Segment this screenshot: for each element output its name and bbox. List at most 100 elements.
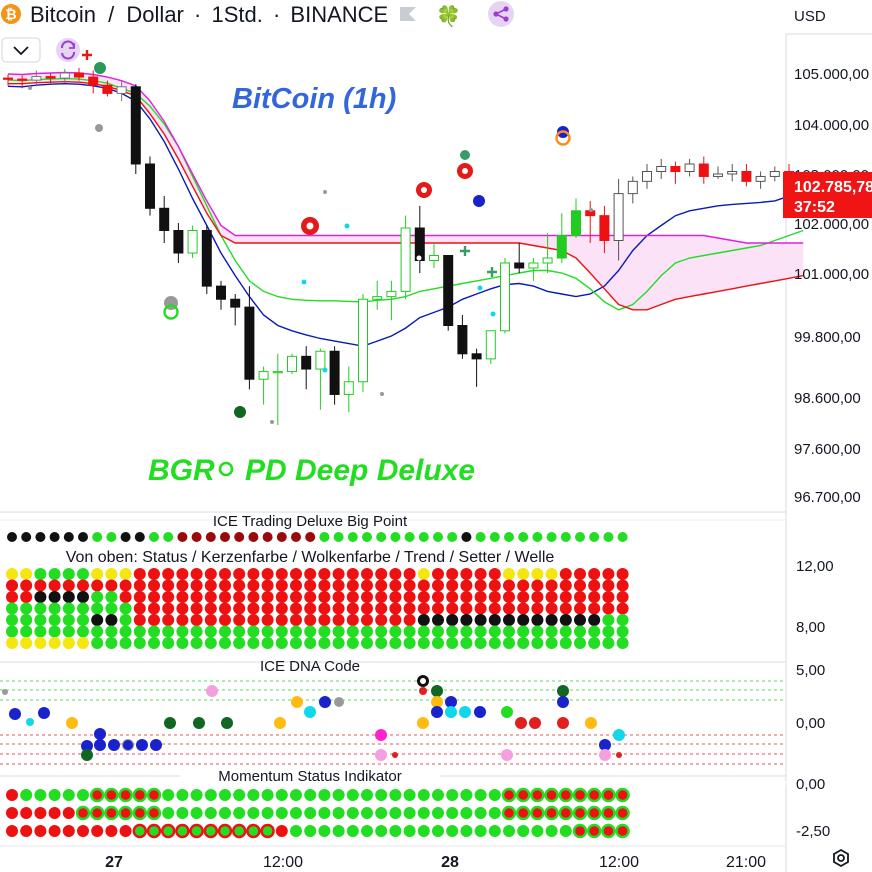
momentum-dot [558,787,573,803]
dna-dot [66,717,78,729]
gear-icon[interactable] [833,848,849,868]
big-point-dot [447,532,458,542]
share-icon[interactable] [488,1,514,27]
candle [372,280,383,310]
status-dot [602,637,615,649]
status-dot [389,637,402,649]
status-dot [20,625,33,638]
status-dot [517,568,530,580]
status-dot [176,625,189,638]
plus-marker [82,50,92,60]
candle [74,67,84,81]
big-point-dot [347,532,358,542]
signal-dot [234,406,246,418]
status-dot [148,637,160,649]
symbol-title[interactable]: Bitcoin / Dollar · 1Std. · BINANCE [30,2,388,27]
candle [116,80,127,102]
status-dot [588,614,601,626]
candle-body [684,163,695,172]
candle-body [116,86,127,94]
momentum-dot [615,787,630,803]
candle-body [656,166,667,172]
price-tick-label: 96.700,00 [794,489,861,506]
candle [201,225,212,294]
status-dot [517,602,530,615]
status-dot [162,614,175,626]
candle-body [386,290,397,298]
big-point-dot [191,532,202,542]
status-dot [361,591,373,603]
status-dot [403,602,416,615]
status-dot [219,579,231,592]
big-point-dot [49,532,60,542]
momentum-dot [318,789,331,801]
candle-body [173,230,184,254]
currency-label[interactable]: USD [794,8,826,25]
status-dot [190,625,203,638]
status-dot [460,602,473,615]
momentum-dot [48,789,61,801]
momentum-dot [432,789,444,801]
status-dot [290,579,302,592]
momentum-dot [375,789,388,801]
momentum-dot [332,825,345,837]
status-dot [460,637,473,649]
momentum-dot [89,805,105,821]
status-dot [20,602,33,615]
big-point-dot [63,532,74,542]
status-dot [162,568,175,580]
momentum-dot [77,825,89,837]
status-dot [417,625,430,638]
big-point-dot [603,532,614,542]
status-dot [162,637,175,649]
signal-dot [28,86,32,90]
momentum-dot [20,825,33,837]
status-dot [219,568,231,580]
status-dot [275,625,288,638]
plus-marker [487,267,497,277]
status-dot [503,591,515,603]
candle-body [514,262,525,269]
status-dot [531,591,544,603]
status-dot [403,637,416,649]
momentum-dot [233,789,246,801]
status-dot [190,614,203,626]
status-dot [62,568,75,580]
status-dot [488,591,501,603]
status-dot [48,614,61,626]
status-dot [417,614,430,626]
momentum-dot [346,825,359,837]
momentum-dot [104,787,119,803]
candle [386,280,397,321]
candle-body [571,210,581,236]
flag-icon[interactable] [400,7,416,21]
momentum-dot [132,805,148,821]
big-point-dot [546,532,557,542]
candle [627,176,638,204]
signal-dot [473,195,485,207]
time-axis[interactable]: 27 12:00 28 12:00 21:00 [105,854,766,871]
momentum-dot [304,789,317,801]
status-dot [446,591,459,603]
status-dot [346,602,359,615]
momentum-dot [403,789,416,801]
collapse-button[interactable] [1,37,41,63]
momentum-dot [34,789,47,801]
momentum-dot [132,787,148,803]
candle-body [372,296,383,300]
status-dot [290,614,302,626]
candle [713,166,723,179]
momentum-dot [460,807,473,819]
dna-dot [557,717,569,729]
status-dot [119,591,132,603]
signal-dot [380,392,384,396]
big-point-dot [433,532,443,542]
big-point-dot [404,532,415,542]
status-dot [375,591,388,603]
status-dot [602,591,615,603]
signal-dot [306,222,314,230]
momentum-dot [132,823,148,839]
dna-dot [375,729,387,741]
status-dot [119,637,132,649]
